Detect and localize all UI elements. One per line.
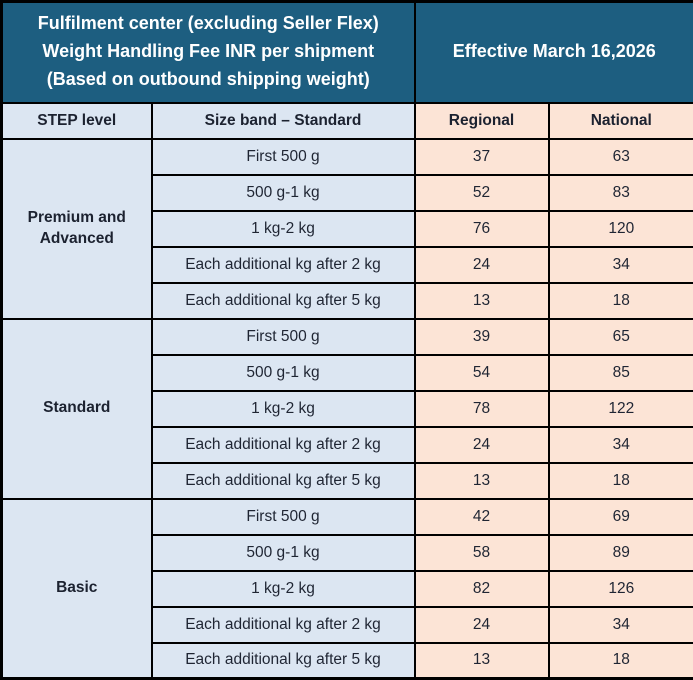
size-band-cell: 1 kg-2 kg bbox=[152, 391, 415, 427]
step-level-cell: Basic bbox=[2, 499, 152, 679]
table-title: Fulfilment center (excluding Seller Flex… bbox=[2, 2, 415, 103]
regional-fee-cell: 52 bbox=[415, 175, 549, 211]
regional-fee-cell: 82 bbox=[415, 571, 549, 607]
col-header-national: National bbox=[549, 103, 693, 139]
size-band-cell: First 500 g bbox=[152, 499, 415, 535]
size-band-cell: First 500 g bbox=[152, 319, 415, 355]
table-title-line-1: Fulfilment center (excluding Seller Flex… bbox=[7, 10, 410, 38]
regional-fee-cell: 24 bbox=[415, 607, 549, 643]
size-band-cell: 1 kg-2 kg bbox=[152, 571, 415, 607]
size-band-cell: 500 g-1 kg bbox=[152, 355, 415, 391]
regional-fee-cell: 54 bbox=[415, 355, 549, 391]
regional-fee-cell: 78 bbox=[415, 391, 549, 427]
regional-fee-cell: 24 bbox=[415, 247, 549, 283]
table-title-line-2: Weight Handling Fee INR per shipment bbox=[7, 38, 410, 66]
size-band-cell: First 500 g bbox=[152, 139, 415, 175]
national-fee-cell: 69 bbox=[549, 499, 693, 535]
national-fee-cell: 126 bbox=[549, 571, 693, 607]
size-band-cell: Each additional kg after 5 kg bbox=[152, 283, 415, 319]
table-title-line-3: (Based on outbound shipping weight) bbox=[7, 66, 410, 94]
regional-fee-cell: 39 bbox=[415, 319, 549, 355]
size-band-cell: 500 g-1 kg bbox=[152, 535, 415, 571]
size-band-cell: Each additional kg after 2 kg bbox=[152, 607, 415, 643]
national-fee-cell: 85 bbox=[549, 355, 693, 391]
national-fee-cell: 65 bbox=[549, 319, 693, 355]
step-level-cell: Premium and Advanced bbox=[2, 139, 152, 319]
national-fee-cell: 18 bbox=[549, 283, 693, 319]
national-fee-cell: 18 bbox=[549, 643, 693, 679]
effective-date: Effective March 16,2026 bbox=[415, 2, 693, 103]
size-band-cell: Each additional kg after 5 kg bbox=[152, 643, 415, 679]
size-band-cell: 1 kg-2 kg bbox=[152, 211, 415, 247]
national-fee-cell: 34 bbox=[549, 247, 693, 283]
regional-fee-cell: 13 bbox=[415, 283, 549, 319]
size-band-cell: Each additional kg after 2 kg bbox=[152, 427, 415, 463]
regional-fee-cell: 37 bbox=[415, 139, 549, 175]
step-level-cell: Standard bbox=[2, 319, 152, 499]
col-header-size-band: Size band – Standard bbox=[152, 103, 415, 139]
national-fee-cell: 89 bbox=[549, 535, 693, 571]
national-fee-cell: 34 bbox=[549, 607, 693, 643]
col-header-regional: Regional bbox=[415, 103, 549, 139]
regional-fee-cell: 42 bbox=[415, 499, 549, 535]
regional-fee-cell: 58 bbox=[415, 535, 549, 571]
size-band-cell: Each additional kg after 2 kg bbox=[152, 247, 415, 283]
col-header-step-level: STEP level bbox=[2, 103, 152, 139]
national-fee-cell: 122 bbox=[549, 391, 693, 427]
regional-fee-cell: 13 bbox=[415, 643, 549, 679]
regional-fee-cell: 13 bbox=[415, 463, 549, 499]
regional-fee-cell: 76 bbox=[415, 211, 549, 247]
regional-fee-cell: 24 bbox=[415, 427, 549, 463]
national-fee-cell: 34 bbox=[549, 427, 693, 463]
national-fee-cell: 120 bbox=[549, 211, 693, 247]
size-band-cell: Each additional kg after 5 kg bbox=[152, 463, 415, 499]
national-fee-cell: 63 bbox=[549, 139, 693, 175]
title-row: Fulfilment center (excluding Seller Flex… bbox=[2, 2, 693, 103]
column-header-row: STEP level Size band – Standard Regional… bbox=[2, 103, 693, 139]
national-fee-cell: 83 bbox=[549, 175, 693, 211]
national-fee-cell: 18 bbox=[549, 463, 693, 499]
size-band-cell: 500 g-1 kg bbox=[152, 175, 415, 211]
